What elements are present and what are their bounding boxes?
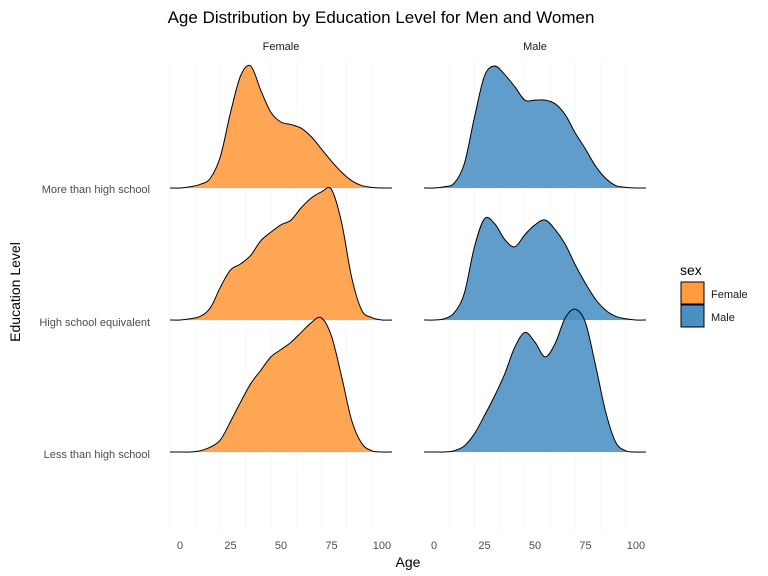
y-tick-label: High school equivalent [39,317,150,329]
ridges [169,64,647,453]
ridge-area-female [170,65,392,189]
legend-label-male: Male [711,312,735,324]
panel-strip-male: Male [523,41,547,53]
x-tick-label: 50 [275,540,287,552]
ridge-outline-female [169,64,393,189]
x-tick-label: 0 [177,540,183,552]
y-tick-label: Less than high school [44,449,150,461]
ridge-area-female [170,187,392,321]
legend-swatch-female [680,281,705,305]
legend-title: sex [680,262,702,278]
ridge-area-male [424,65,646,189]
x-axis-title: Age [396,554,421,570]
ridge-area-female [170,317,392,453]
x-tick-label: 0 [431,540,437,552]
ridge-outline-male [423,216,647,321]
y-tick-label: More than high school [42,184,150,196]
ridge-outline-female [170,316,393,453]
x-tick-label: 50 [529,540,541,552]
x-tick-label: 75 [579,540,591,552]
ridge-outline-female [169,187,393,321]
chart-title: Age Distribution by Education Level for … [168,8,595,27]
x-tick-label: 100 [627,540,645,552]
ridge-outline-male [423,65,647,189]
legend-label-female: Female [711,289,748,301]
ridge-area-male [424,309,646,453]
legend-swatch-male [680,304,705,328]
legend: sex Female Male [680,262,748,328]
x-tick-label: 25 [478,540,490,552]
ridge-outline-male [424,308,647,453]
y-axis-title: Education Level [7,242,23,342]
x-tick-label: 100 [373,540,391,552]
x-tick-label: 25 [224,540,236,552]
panel-strip-female: Female [263,41,300,53]
x-tick-labels: 0 25 50 75 100 0 25 50 75 100 [177,540,645,552]
ridge-area-male [424,217,646,321]
x-tick-label: 75 [325,540,337,552]
